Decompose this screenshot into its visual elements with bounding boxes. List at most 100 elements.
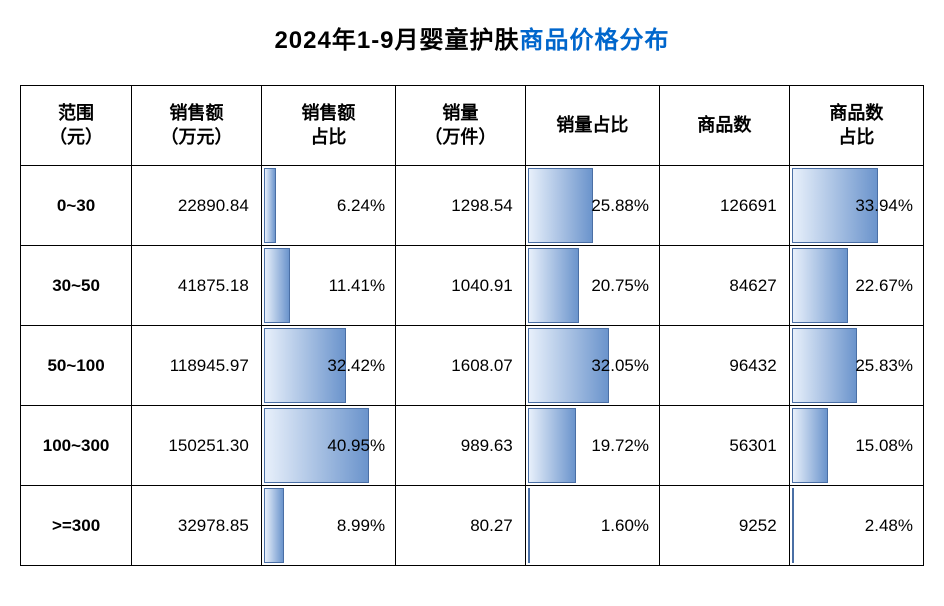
- cell-sales_amt: 118945.97: [132, 326, 262, 406]
- cell-sales_amt: 41875.18: [132, 246, 262, 326]
- sales_pct-label: 6.24%: [337, 196, 385, 216]
- table-row: 50~100 118945.97 32.42% 1608.07 32.05% 96432 2…: [21, 326, 924, 406]
- goods-value: 126691: [720, 196, 777, 215]
- bar-goods_pct: [792, 408, 828, 483]
- cell-sales_pct: 8.99%: [261, 486, 395, 566]
- bar-volume_pct: [528, 408, 577, 483]
- sales_pct-label: 32.42%: [327, 356, 385, 376]
- table-head: 范围（元）销售额（万元）销售额占比销量（万件）销量占比商品数商品数占比: [21, 86, 924, 166]
- bar-goods_pct: [792, 488, 795, 563]
- cell-volume_pct: 32.05%: [525, 326, 659, 406]
- range-label: 50~100: [47, 356, 104, 375]
- volume_pct-label: 1.60%: [601, 516, 649, 536]
- table-row: 100~300 150251.30 40.95% 989.63 19.72% 56301 1…: [21, 406, 924, 486]
- cell-range: 50~100: [21, 326, 132, 406]
- cell-volume: 80.27: [396, 486, 526, 566]
- header-label-l2: 占比: [838, 127, 874, 147]
- cell-goods_pct: 22.67%: [789, 246, 923, 326]
- sales_pct-label: 11.41%: [329, 276, 385, 296]
- range-label: 0~30: [57, 196, 95, 215]
- cell-goods_pct: 33.94%: [789, 166, 923, 246]
- sales_pct-label: 8.99%: [337, 516, 385, 536]
- sales_amt-value: 150251.30: [168, 436, 248, 455]
- cell-goods: 84627: [660, 246, 790, 326]
- goods-value: 9252: [739, 516, 777, 535]
- header-sales_amt: 销售额 （万元）: [132, 86, 262, 166]
- header-label-l1: 销售额: [301, 103, 355, 123]
- sales_amt-value: 22890.84: [178, 196, 249, 215]
- cell-sales_amt: 150251.30: [132, 406, 262, 486]
- chart-title: 2024年1-9月婴童护肤商品价格分布: [20, 20, 924, 55]
- table-row: >=300 32978.85 8.99% 80.27 1.60% 9252 2.48%: [21, 486, 924, 566]
- bar-sales_pct: [264, 248, 290, 323]
- price-distribution-table: 范围（元）销售额（万元）销售额占比销量（万件）销量占比商品数商品数占比 0~30…: [20, 85, 924, 566]
- range-label: >=300: [52, 516, 100, 535]
- cell-sales_pct: 40.95%: [261, 406, 395, 486]
- cell-volume: 1298.54: [396, 166, 526, 246]
- cell-volume_pct: 19.72%: [525, 406, 659, 486]
- volume-value: 1040.91: [451, 276, 512, 295]
- volume-value: 989.63: [461, 436, 513, 455]
- volume_pct-label: 19.72%: [591, 436, 649, 456]
- cell-sales_amt: 22890.84: [132, 166, 262, 246]
- volume-value: 1608.07: [451, 356, 512, 375]
- goods-value: 56301: [729, 436, 776, 455]
- header-label-l1: 销量: [442, 103, 478, 123]
- header-label-l1: 销售额: [169, 103, 223, 123]
- header-label-l1: 商品数: [829, 103, 883, 123]
- header-label-l1: 销量占比: [556, 115, 628, 135]
- header-label-l1: 范围: [58, 103, 94, 123]
- bar-volume_pct: [528, 248, 579, 323]
- header-row: 范围（元）销售额（万元）销售额占比销量（万件）销量占比商品数商品数占比: [21, 86, 924, 166]
- header-label-l2: 占比: [310, 127, 346, 147]
- cell-goods: 96432: [660, 326, 790, 406]
- table-row: 30~50 41875.18 11.41% 1040.91 20.75% 84627 22.…: [21, 246, 924, 326]
- goods-value: 96432: [729, 356, 776, 375]
- goods-value: 84627: [729, 276, 776, 295]
- volume_pct-label: 32.05%: [591, 356, 649, 376]
- header-volume_pct: 销量占比: [525, 86, 659, 166]
- cell-range: 30~50: [21, 246, 132, 326]
- cell-range: 0~30: [21, 166, 132, 246]
- range-label: 30~50: [52, 276, 100, 295]
- volume_pct-label: 25.88%: [591, 196, 649, 216]
- volume-value: 80.27: [470, 516, 513, 535]
- cell-goods: 126691: [660, 166, 790, 246]
- goods_pct-label: 15.08%: [855, 436, 913, 456]
- header-label-l2: （万件）: [424, 127, 496, 147]
- cell-goods: 9252: [660, 486, 790, 566]
- goods_pct-label: 22.67%: [855, 276, 913, 296]
- table-body: 0~30 22890.84 6.24% 1298.54 25.88% 126691 33.9…: [21, 166, 924, 566]
- header-range: 范围（元）: [21, 86, 132, 166]
- bar-goods_pct: [792, 248, 848, 323]
- bar-goods_pct: [792, 328, 857, 403]
- cell-range: >=300: [21, 486, 132, 566]
- cell-volume: 1040.91: [396, 246, 526, 326]
- goods_pct-label: 33.94%: [855, 196, 913, 216]
- cell-volume_pct: 1.60%: [525, 486, 659, 566]
- bar-sales_pct: [264, 488, 284, 563]
- header-sales_pct: 销售额占比: [261, 86, 395, 166]
- cell-goods_pct: 25.83%: [789, 326, 923, 406]
- range-label: 100~300: [43, 436, 110, 455]
- volume_pct-label: 20.75%: [591, 276, 649, 296]
- cell-volume: 989.63: [396, 406, 526, 486]
- cell-sales_amt: 32978.85: [132, 486, 262, 566]
- bar-volume_pct: [528, 168, 593, 243]
- sales_amt-value: 118945.97: [170, 356, 249, 375]
- bar-sales_pct: [264, 168, 277, 243]
- header-volume: 销量 （万件）: [396, 86, 526, 166]
- header-label-l1: 商品数: [697, 115, 751, 135]
- header-label-l2: （万元）: [160, 127, 232, 147]
- cell-sales_pct: 32.42%: [261, 326, 395, 406]
- goods_pct-label: 2.48%: [865, 516, 913, 536]
- sales_amt-value: 32978.85: [178, 516, 249, 535]
- header-goods: 商品数: [660, 86, 790, 166]
- cell-volume: 1608.07: [396, 326, 526, 406]
- cell-goods_pct: 15.08%: [789, 406, 923, 486]
- cell-sales_pct: 6.24%: [261, 166, 395, 246]
- cell-range: 100~300: [21, 406, 132, 486]
- bar-volume_pct: [528, 488, 530, 563]
- volume-value: 1298.54: [451, 196, 512, 215]
- header-goods_pct: 商品数占比: [789, 86, 923, 166]
